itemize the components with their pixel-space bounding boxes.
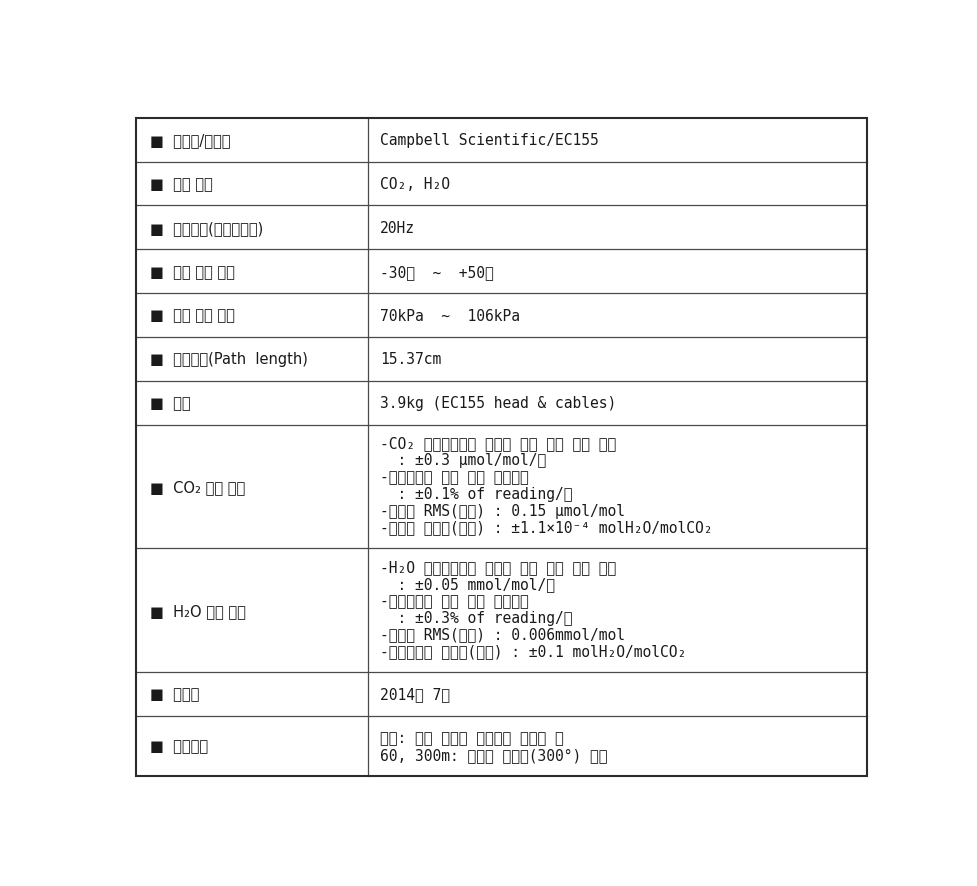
Text: ■  행로길이(Path  length): ■ 행로길이(Path length) xyxy=(149,352,307,367)
Text: ■  보정 기압 범위: ■ 보정 기압 범위 xyxy=(149,308,234,323)
Text: 15.37cm: 15.37cm xyxy=(380,352,442,367)
Text: -정확한 RMS(최대) : 0.006mmol/mol: -정확한 RMS(최대) : 0.006mmol/mol xyxy=(380,626,624,641)
Text: : ±0.3 μmol/mol/℃: : ±0.3 μmol/mol/℃ xyxy=(380,453,546,468)
Text: ■  제조사/모델명: ■ 제조사/모델명 xyxy=(149,133,230,148)
Text: -30℃  ~  +50℃: -30℃ ~ +50℃ xyxy=(380,264,493,279)
Text: CO₂, H₂O: CO₂, H₂O xyxy=(380,177,450,191)
Text: : ±0.3% of reading/℃: : ±0.3% of reading/℃ xyxy=(380,610,573,625)
Text: -온도상승에 따른 최대 오차범위: -온도상승에 따른 최대 오차범위 xyxy=(380,470,529,485)
Text: 2014년 7월: 2014년 7월 xyxy=(380,687,450,702)
Text: ■  설치일: ■ 설치일 xyxy=(149,687,198,702)
Text: ■  측정 변수: ■ 측정 변수 xyxy=(149,177,212,191)
Text: -CO₂ 제로상태에서 온도에 따른 최대 오차 범위: -CO₂ 제로상태에서 온도에 따른 최대 오차 범위 xyxy=(380,436,616,451)
Text: 3.9kg (EC155 head & cables): 3.9kg (EC155 head & cables) xyxy=(380,396,616,411)
Text: ■  무게: ■ 무게 xyxy=(149,396,190,411)
Text: -정확한 RMS(최대) : 0.15 μmol/mol: -정확한 RMS(최대) : 0.15 μmol/mol xyxy=(380,503,624,518)
Text: -H₂O 제로상태에서 온도에 따른 최대 오차 범위: -H₂O 제로상태에서 온도에 따른 최대 오차 범위 xyxy=(380,560,616,575)
Text: -수증기 민감도(최대) : ±1.1×10⁻⁴ molH₂O/molCO₂: -수증기 민감도(최대) : ±1.1×10⁻⁴ molH₂O/molCO₂ xyxy=(380,520,712,534)
Text: 20Hz: 20Hz xyxy=(380,221,415,236)
Text: 60, 300m: 타워의 북서쪽(300°) 붐대: 60, 300m: 타워의 북서쪽(300°) 붐대 xyxy=(380,747,608,762)
Text: Campbell Scientific/EC155: Campbell Scientific/EC155 xyxy=(380,133,599,148)
Text: : ±0.05 mmol/mol/℃: : ±0.05 mmol/mol/℃ xyxy=(380,577,555,592)
Text: ■  설치위치: ■ 설치위치 xyxy=(149,739,207,754)
Text: 70kPa  ~  106kPa: 70kPa ~ 106kPa xyxy=(380,308,520,323)
Text: ■  운영 온도 범위: ■ 운영 온도 범위 xyxy=(149,264,234,279)
Text: ■  H₂O 측정 성능: ■ H₂O 측정 성능 xyxy=(149,603,245,618)
Text: ■  CO₂ 측정 성능: ■ CO₂ 측정 성능 xyxy=(149,479,244,494)
Text: -이산화탄소 민감도(최대) : ±0.1 molH₂O/molCO₂: -이산화탄소 민감도(최대) : ±0.1 molH₂O/molCO₂ xyxy=(380,643,686,658)
Text: ■  관측주기(샘플링속도): ■ 관측주기(샘플링속도) xyxy=(149,221,263,236)
Text: -온도상승에 따른 최대 오차범위: -온도상승에 따른 최대 오차범위 xyxy=(380,593,529,608)
Text: : ±0.1% of reading/℃: : ±0.1% of reading/℃ xyxy=(380,486,573,501)
Text: 지면: 보성 관측소 관리동의 남서쪽 끝: 지면: 보성 관측소 관리동의 남서쪽 끝 xyxy=(380,730,564,745)
